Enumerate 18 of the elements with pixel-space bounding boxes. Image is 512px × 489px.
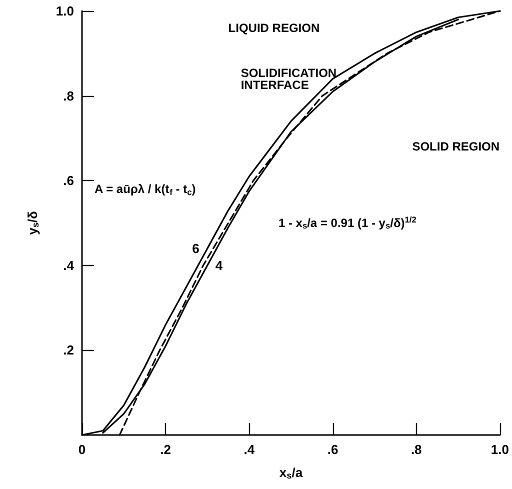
x-axis-title: xs/a	[279, 464, 304, 480]
annotation: SOLIDIFICATION INTERFACE	[240, 66, 340, 92]
x-tick-label: 0	[78, 442, 86, 457]
x-tick-label: .6	[327, 442, 338, 457]
x-tick-label: .2	[160, 442, 172, 457]
y-tick-label: .6	[63, 173, 74, 188]
y-tick-label: 1.0	[56, 4, 74, 18]
series-label: 6	[192, 240, 200, 256]
annotation: SOLID REGION	[412, 140, 500, 154]
y-axis-title: ys/δ	[25, 210, 40, 235]
y-tick-label: .8	[63, 88, 74, 104]
y-tick-label: .4	[63, 258, 75, 273]
x-tick-label: .4	[244, 442, 256, 457]
x-tick-label: 1.0	[490, 442, 510, 457]
annotation: LIQUID REGION	[228, 20, 320, 35]
x-tick-label: .8	[410, 442, 422, 457]
series-label: 4	[215, 258, 224, 273]
y-tick-label: .2	[63, 342, 74, 358]
